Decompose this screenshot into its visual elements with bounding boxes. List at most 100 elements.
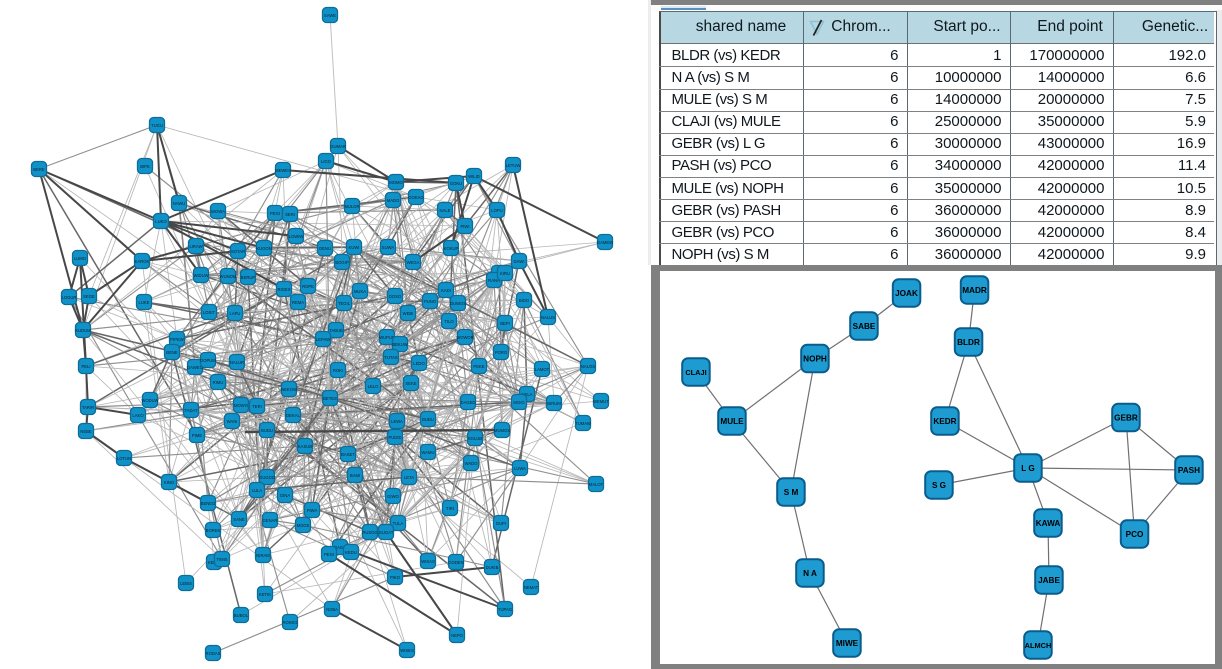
svg-text:TUTAS: TUTAS [384, 355, 398, 360]
svg-text:GOKAG: GOKAG [408, 195, 423, 200]
svg-text:NALUS: NALUS [541, 315, 555, 320]
svg-text:MOWO: MOWO [234, 403, 249, 408]
svg-text:LOWIW: LOWIW [289, 234, 304, 239]
svg-text:JABE: JABE [1038, 576, 1060, 585]
svg-text:DAGED: DAGED [461, 400, 476, 405]
svg-text:WODUW: WODUW [141, 398, 158, 403]
svg-text:WANI: WANI [227, 419, 238, 424]
svg-text:LIRAW: LIRAW [189, 244, 202, 249]
svg-text:WEMUT: WEMUT [593, 399, 609, 404]
svg-text:JOAK: JOAK [895, 289, 918, 298]
svg-text:PEGI: PEGI [270, 211, 280, 216]
svg-text:LEWA: LEWA [391, 419, 403, 424]
svg-text:LEBIS: LEBIS [180, 581, 192, 586]
svg-text:KINO: KINO [164, 480, 175, 485]
svg-text:SEKE: SEKE [405, 381, 416, 386]
svg-text:TILO: TILO [444, 319, 454, 324]
svg-text:WIDUW: WIDUW [193, 273, 208, 278]
svg-text:RODAS: RODAS [206, 651, 221, 656]
svg-text:NELA: NELA [522, 392, 533, 397]
svg-text:PEGI: PEGI [324, 552, 334, 557]
svg-text:LETUW: LETUW [506, 163, 521, 168]
svg-text:GINA: GINA [280, 493, 290, 498]
svg-text:LELO: LELO [368, 384, 379, 389]
svg-text:RIMU: RIMU [213, 380, 224, 385]
svg-text:BUDU: BUDU [261, 428, 273, 433]
svg-text:SABE: SABE [853, 322, 876, 331]
svg-text:PUDID: PUDID [388, 435, 401, 440]
svg-text:DUPI: DUPI [496, 521, 506, 526]
svg-text:GODEN: GODEN [448, 560, 463, 565]
svg-text:WEBI: WEBI [403, 311, 414, 316]
svg-text:PIME: PIME [192, 433, 202, 438]
svg-text:KEDR: KEDR [933, 417, 956, 426]
svg-text:DUWOS: DUWOS [450, 301, 466, 306]
svg-text:ROKEG: ROKEG [282, 620, 297, 625]
svg-text:WISAS: WISAS [421, 559, 435, 564]
svg-text:TARIR: TARIR [82, 405, 94, 410]
svg-text:KIRU: KIRU [500, 271, 510, 276]
svg-text:SOLUB: SOLUB [468, 436, 482, 441]
svg-text:RUSOG: RUSOG [362, 530, 377, 535]
svg-text:TIRI: TIRI [446, 506, 454, 511]
svg-text:SERI: SERI [285, 212, 295, 217]
svg-text:DAWEG: DAWEG [187, 365, 203, 370]
svg-text:PASH: PASH [1178, 466, 1200, 475]
svg-text:NEKOW: NEKOW [281, 387, 297, 392]
svg-text:LAKO: LAKO [132, 413, 144, 418]
svg-text:BENE: BENE [166, 350, 178, 355]
svg-text:CLAJI: CLAJI [685, 368, 706, 377]
svg-text:PUNO: PUNO [424, 299, 437, 304]
svg-text:NEBE: NEBE [80, 429, 92, 434]
svg-text:WOWOR: WOWOR [456, 335, 473, 340]
svg-text:BUBOL: BUBOL [234, 613, 249, 618]
svg-text:RIGES: RIGES [277, 287, 290, 292]
svg-text:DOPUM: DOPUM [200, 358, 216, 363]
svg-text:MADO: MADO [387, 198, 400, 203]
svg-text:PORO: PORO [495, 350, 508, 355]
svg-text:BIRUM: BIRUM [547, 401, 561, 406]
svg-text:BLDR: BLDR [957, 338, 980, 347]
svg-text:GAMEW: GAMEW [597, 240, 613, 245]
svg-text:LEPAW: LEPAW [316, 337, 330, 342]
svg-text:BOGIP: BOGIP [335, 260, 348, 265]
svg-text:TUGU: TUGU [151, 123, 163, 128]
svg-text:SUWA: SUWA [382, 245, 395, 250]
svg-text:TADAT: TADAT [184, 408, 198, 413]
svg-text:KUGON: KUGON [256, 246, 271, 251]
svg-text:SIGIG: SIGIG [513, 400, 525, 405]
svg-text:MOGE: MOGE [297, 523, 310, 528]
svg-text:MULE: MULE [720, 417, 744, 426]
svg-text:PIKO: PIKO [390, 575, 401, 580]
svg-text:ROPE: ROPE [302, 284, 314, 289]
svg-text:NALUR: NALUR [230, 360, 244, 365]
svg-text:PEKE: PEKE [473, 364, 484, 369]
svg-text:PCO: PCO [1126, 530, 1144, 539]
svg-text:MIWE: MIWE [836, 639, 859, 648]
svg-text:GIWO: GIWO [387, 494, 399, 499]
svg-text:WEGA: WEGA [407, 260, 420, 265]
svg-text:ALMCH: ALMCH [1025, 641, 1052, 650]
svg-text:BERUP: BERUP [241, 275, 256, 280]
svg-text:KASUB: KASUB [298, 444, 312, 449]
svg-text:GOKU: GOKU [450, 181, 462, 186]
svg-text:BIDO: BIDO [519, 298, 530, 303]
svg-text:NALOS: NALOS [581, 364, 595, 369]
svg-text:NOPH: NOPH [803, 355, 827, 364]
svg-text:TULA: TULA [393, 521, 404, 526]
svg-text:TABUB: TABUB [329, 328, 343, 333]
svg-text:ROKI: ROKI [333, 368, 343, 373]
svg-text:BEKUW: BEKUW [392, 342, 407, 347]
svg-text:LOSIT: LOSIT [203, 310, 216, 315]
svg-text:KAROK: KAROK [135, 259, 150, 264]
svg-text:S M: S M [784, 488, 799, 497]
svg-text:KUWI: KUWI [349, 245, 360, 250]
svg-text:SAWE: SAWE [324, 13, 336, 18]
svg-text:LUWA: LUWA [514, 466, 526, 471]
svg-text:WUPUP: WUPUP [379, 335, 395, 340]
svg-text:BUDU: BUDU [422, 417, 434, 422]
svg-text:PIPEW: PIPEW [170, 337, 184, 342]
svg-text:DEKAL: DEKAL [286, 413, 300, 418]
svg-text:BOREK: BOREK [206, 528, 221, 533]
svg-text:LOTUN: LOTUN [117, 456, 131, 461]
